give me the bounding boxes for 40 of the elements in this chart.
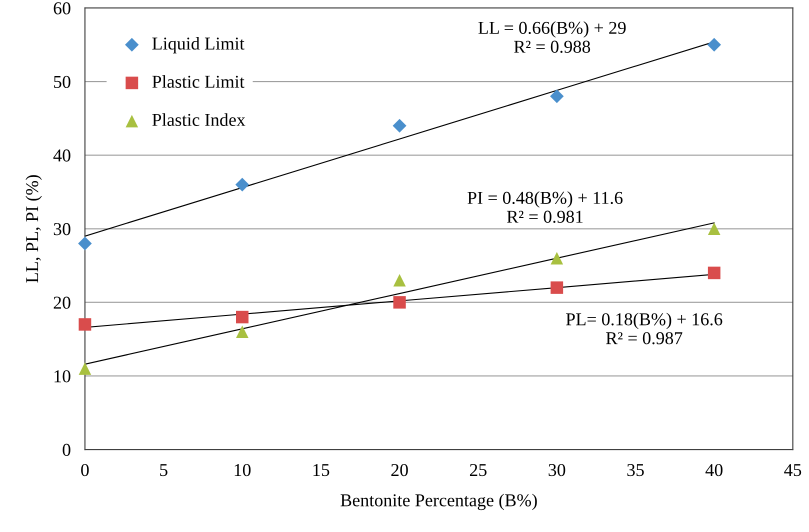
y-tick-label: 60 — [54, 2, 70, 14]
x-tick-label: 30 — [548, 464, 566, 476]
point — [236, 326, 248, 338]
y-tick-label: 20 — [54, 296, 70, 309]
point — [235, 178, 250, 192]
point — [707, 38, 722, 52]
legend-label: Liquid Limit — [152, 36, 244, 54]
point — [78, 236, 92, 250]
point — [708, 266, 720, 280]
annotation: LL = 0.66(B%) + 29 R² = 0.988 — [478, 21, 626, 53]
y-tick-label: 50 — [54, 76, 70, 88]
point — [392, 118, 406, 133]
point — [78, 318, 92, 331]
x-tick-label: 20 — [391, 464, 408, 476]
point — [550, 281, 564, 294]
x-axis-title: Bentonite Percentage (B%) — [340, 494, 537, 510]
point — [78, 362, 92, 375]
x-tick-label: 25 — [470, 464, 487, 476]
x-tick-label: 0 — [81, 464, 89, 476]
x-tick-label: 40 — [705, 464, 723, 476]
point — [550, 89, 564, 104]
x-tick-label: 45 — [784, 464, 802, 476]
annotation: PI = 0.48(B%) + 11.6 R² = 0.981 — [468, 191, 623, 223]
annotation: PL= 0.18(B%) + 16.6 R² = 0.987 — [566, 312, 722, 344]
x-tick-label: 35 — [627, 464, 644, 476]
point — [550, 252, 564, 264]
point — [393, 296, 406, 309]
legend-label: Plastic Index — [152, 113, 246, 126]
x-tick-label: 15 — [313, 464, 330, 476]
x-tick-label: 10 — [234, 464, 251, 476]
y-tick-label: 30 — [54, 223, 70, 236]
y-tick-label: 0 — [62, 444, 70, 456]
point — [393, 274, 406, 287]
point — [708, 222, 720, 236]
point — [236, 310, 248, 324]
y-axis-title: LL, PL, PI (%) — [26, 175, 42, 283]
y-tick-label: 40 — [53, 149, 70, 162]
y-tick-label: 10 — [54, 370, 70, 382]
x-tick-label: 5 — [160, 464, 168, 476]
legend-label: Plastic Limit — [152, 75, 244, 88]
